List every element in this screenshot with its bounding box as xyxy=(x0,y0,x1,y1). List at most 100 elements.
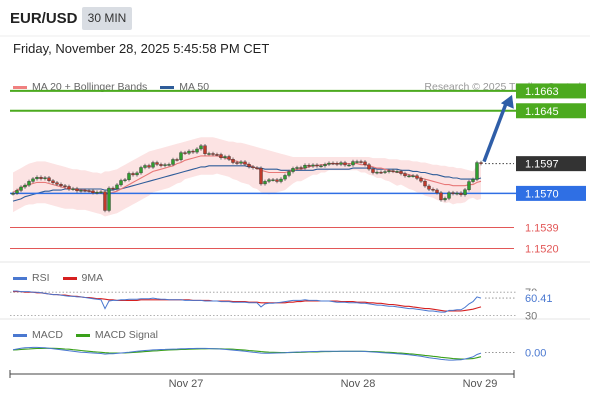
candle-body xyxy=(407,175,411,178)
legend-swatch-macd xyxy=(13,333,27,337)
legend-item-rsi: RSI xyxy=(13,272,50,284)
rsi-last-bg xyxy=(520,291,556,306)
rsi-level-label-30: 30 xyxy=(525,311,537,323)
legend-label-macd: MACD xyxy=(32,329,63,341)
macd-legend: MACD MACD Signal xyxy=(13,329,171,341)
candle-body xyxy=(235,162,239,164)
candle-body xyxy=(183,152,187,154)
candle-body xyxy=(219,154,223,159)
legend-item-macd: MACD xyxy=(13,329,63,341)
candle-body xyxy=(51,180,55,183)
candle-body xyxy=(195,148,199,153)
level-1-1645-tag xyxy=(516,103,586,119)
candle-body xyxy=(203,145,207,154)
candle-body xyxy=(423,180,427,187)
candle-body xyxy=(331,162,335,165)
candle-body xyxy=(471,179,475,182)
candle-body xyxy=(155,162,159,165)
macd-signal-line xyxy=(12,347,482,360)
candle-body xyxy=(231,159,235,163)
candle-body xyxy=(11,193,15,195)
candle-body xyxy=(19,186,23,191)
candle-body xyxy=(347,164,351,167)
candle-body xyxy=(311,164,315,167)
candle-body xyxy=(143,165,147,168)
candle-body xyxy=(47,177,51,181)
bollinger-band-area xyxy=(13,137,481,217)
candle-body xyxy=(243,161,247,165)
legend-item-macd-signal: MACD Signal xyxy=(75,329,158,341)
candle-body xyxy=(39,176,43,179)
candle-body xyxy=(207,153,211,155)
chart-header: EUR/USD 30 MIN xyxy=(0,0,590,36)
candle-body xyxy=(315,164,319,167)
candle-body xyxy=(163,164,167,166)
legend-label-9ma: 9MA xyxy=(81,272,104,284)
candle-body xyxy=(295,167,299,169)
candle-body xyxy=(359,161,363,163)
candle-body xyxy=(251,166,255,169)
candle-body xyxy=(275,179,279,182)
candle-body xyxy=(387,170,391,172)
candle-body xyxy=(103,191,107,211)
candle-body xyxy=(83,190,87,192)
level-1-1570-label: 1.1570 xyxy=(525,188,559,200)
candle-body xyxy=(115,184,119,190)
candle-body xyxy=(179,152,183,160)
candle-body xyxy=(399,171,403,174)
candle-body xyxy=(391,170,395,172)
candle-body xyxy=(467,181,471,190)
candle-body xyxy=(247,164,251,167)
symbol-title: EUR/USD xyxy=(10,10,78,27)
candle-body xyxy=(35,176,39,180)
candle-body xyxy=(75,188,79,192)
candle-body xyxy=(87,190,91,192)
candle-body xyxy=(215,154,219,156)
candle-body xyxy=(259,167,263,185)
candle-body xyxy=(27,181,31,186)
candle-body xyxy=(323,164,327,167)
candle-body xyxy=(371,168,375,173)
candle-body xyxy=(227,156,231,160)
candle-body xyxy=(171,159,175,165)
candle-body xyxy=(307,164,311,167)
level-1-1597-tag xyxy=(516,156,586,172)
candle-body xyxy=(335,163,339,165)
legend-label-rsi: RSI xyxy=(32,272,50,284)
candle-body xyxy=(63,185,67,187)
candle-body xyxy=(139,167,143,174)
time-axis-label: Nov 27 xyxy=(169,378,204,390)
level-1-1539-label: 1.1539 xyxy=(525,223,559,235)
legend-item-9ma: 9MA xyxy=(62,272,104,284)
candle-body xyxy=(43,177,47,179)
candle-body xyxy=(211,153,215,155)
time-axis-label: Nov 28 xyxy=(341,378,376,390)
level-1-1597-label: 1.1597 xyxy=(525,159,559,171)
candle-body xyxy=(287,171,291,176)
candle-body xyxy=(151,162,155,168)
candle-body xyxy=(319,165,323,168)
candle-body xyxy=(395,171,399,173)
candle-body xyxy=(119,180,123,186)
candle-body xyxy=(443,198,447,201)
candle-body xyxy=(439,192,443,201)
legend-label-macd-signal: MACD Signal xyxy=(94,329,158,341)
candle-body xyxy=(15,190,19,194)
candle-body xyxy=(59,184,63,186)
legend-swatch-ma20 xyxy=(13,85,27,89)
candle-body xyxy=(255,167,259,170)
candle-body xyxy=(299,167,303,169)
candle-body xyxy=(415,175,419,179)
candle-body xyxy=(455,192,459,195)
candle-body xyxy=(383,171,387,173)
level-1-1663-tag xyxy=(516,83,586,99)
timeframe-badge[interactable]: 30 MIN xyxy=(82,7,132,30)
candle-body xyxy=(447,192,451,199)
candle-body xyxy=(131,173,135,176)
time-axis-label: Nov 29 xyxy=(463,378,498,390)
candle-body xyxy=(187,150,191,154)
candle-body xyxy=(67,186,71,190)
candle-body xyxy=(355,161,359,163)
candle-body xyxy=(339,162,343,165)
